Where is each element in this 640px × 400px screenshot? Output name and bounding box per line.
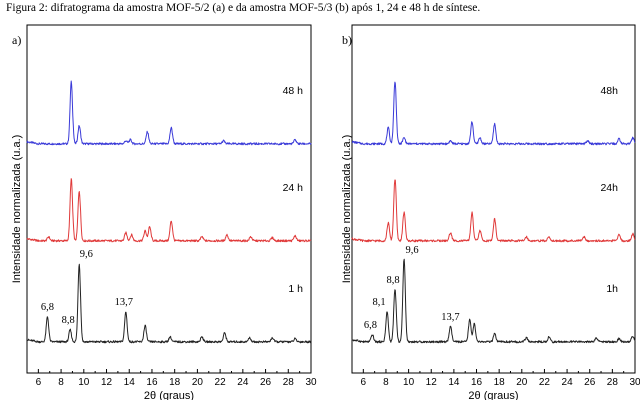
series-line [26, 263, 312, 344]
figure-caption: Figura 2: difratograma da amostra MOF-5/… [6, 2, 481, 14]
x-axis-label: 2θ (graus) [468, 390, 518, 400]
series-label: 24 h [283, 182, 304, 194]
series-label: 48h [600, 85, 618, 97]
x-tick-label: 24 [562, 377, 574, 388]
x-tick-label: 22 [215, 377, 227, 388]
panel-label: a) [12, 33, 21, 47]
peak-annotation: 6,8 [41, 302, 54, 313]
y-axis-label: Intensidade normalizada (u.a.) [341, 135, 353, 284]
x-tick-label: 18 [169, 377, 181, 388]
peak-annotation: 6,8 [364, 320, 377, 331]
series-line [351, 258, 636, 344]
series-line [26, 178, 312, 243]
x-tick-label: 14 [124, 377, 136, 388]
peak-annotation: 9,6 [406, 245, 419, 256]
x-tick-label: 26 [584, 377, 596, 388]
x-tick-label: 8 [58, 377, 64, 388]
peak-annotation: 13,7 [441, 312, 459, 323]
x-tick-label: 16 [146, 377, 158, 388]
x-tick-label: 28 [283, 377, 295, 388]
x-tick-label: 20 [192, 377, 204, 388]
plot-frame [351, 24, 636, 374]
peak-annotation: 9,6 [80, 249, 93, 260]
series-label: 24h [600, 182, 618, 194]
series-label: 1 h [288, 283, 303, 295]
peak-annotation: 8,8 [62, 315, 75, 326]
x-tick-label: 14 [448, 377, 460, 388]
series-line [26, 80, 312, 146]
x-tick-label: 30 [629, 377, 640, 388]
plot-frame [26, 24, 312, 374]
x-tick-label: 10 [78, 377, 90, 388]
series-label: 48 h [283, 85, 304, 97]
x-tick-label: 26 [260, 377, 272, 388]
x-tick-label: 18 [494, 377, 506, 388]
x-tick-label: 12 [101, 377, 113, 388]
x-tick-label: 16 [471, 377, 483, 388]
x-tick-label: 6 [36, 377, 42, 388]
x-axis-label: 2θ (graus) [144, 390, 194, 400]
x-tick-label: 8 [383, 377, 389, 388]
x-tick-label: 24 [237, 377, 249, 388]
x-tick-label: 6 [361, 377, 367, 388]
series-line [351, 81, 636, 146]
peak-annotation: 13,7 [115, 297, 133, 308]
x-tick-label: 10 [403, 377, 415, 388]
x-tick-label: 12 [426, 377, 438, 388]
series-line [351, 179, 636, 243]
x-tick-label: 20 [516, 377, 528, 388]
panel-label: b) [342, 33, 352, 47]
y-axis-label: Intensidade normalizada (u.a.) [11, 135, 23, 284]
x-tick-label: 28 [607, 377, 619, 388]
series-label: 1h [606, 283, 618, 295]
peak-annotation: 8,1 [373, 297, 386, 308]
x-tick-label: 30 [305, 377, 317, 388]
x-tick-label: 22 [539, 377, 551, 388]
peak-annotation: 8,8 [386, 275, 399, 286]
